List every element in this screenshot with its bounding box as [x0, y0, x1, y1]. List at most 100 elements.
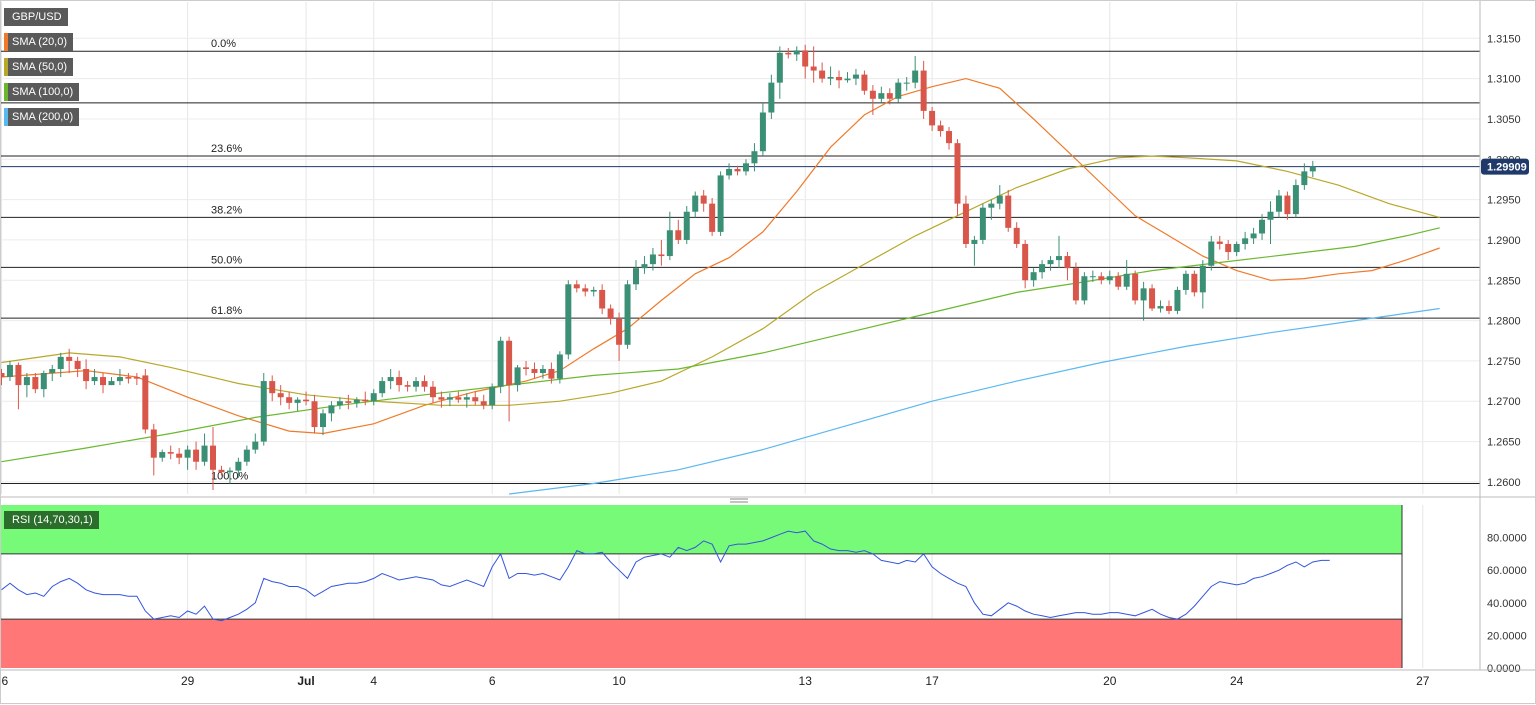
- candle-97: [819, 62, 826, 83]
- legend-sma-50[interactable]: SMA (50,0): [4, 58, 74, 76]
- rsi-y-tick-4: 0.0000: [1487, 663, 1521, 675]
- candle-99: [836, 70, 843, 89]
- candle-body-113: [954, 143, 961, 204]
- candle-body-70: [590, 289, 597, 292]
- candle-body-140: [1182, 273, 1189, 290]
- candle-93: [785, 47, 792, 59]
- candle-22: [184, 445, 191, 470]
- candle-85: [717, 171, 724, 236]
- candle-81: [683, 206, 690, 244]
- candle-1: [6, 360, 13, 382]
- candle-124: [1047, 256, 1054, 271]
- candle-body-13: [108, 381, 115, 386]
- candle-2: [15, 362, 22, 410]
- candle-body-118: [996, 195, 1003, 204]
- candle-body-28: [235, 461, 242, 471]
- candle-body-31: [260, 381, 267, 442]
- candle-16: [133, 373, 140, 386]
- candle-body-148: [1250, 233, 1257, 239]
- candle-body-96: [810, 66, 817, 71]
- candle-body-103: [869, 90, 876, 99]
- candle-body-38: [319, 413, 326, 428]
- legend-sma-200[interactable]: SMA (200,0): [4, 108, 80, 126]
- candle-15: [125, 373, 132, 384]
- candle-50: [421, 375, 428, 392]
- candle-91: [768, 74, 775, 119]
- legend-rsi[interactable]: RSI (14,70,30,1): [4, 511, 99, 529]
- rsi-y-tick-0: 80.0000: [1487, 533, 1527, 545]
- candle-108: [912, 56, 919, 89]
- candle-body-110: [929, 110, 936, 126]
- candle-body-88: [742, 163, 749, 172]
- candle-34: [286, 391, 293, 410]
- candle-body-93: [785, 52, 792, 55]
- legend-instrument[interactable]: GBP/USD: [4, 8, 68, 26]
- candle-body-97: [819, 70, 826, 79]
- y-tick-7: 1.2800: [1487, 316, 1521, 328]
- candle-body-62: [523, 367, 530, 369]
- candle-127: [1072, 262, 1079, 305]
- candle-31: [260, 373, 267, 446]
- candle-body-53: [446, 397, 453, 400]
- candle-body-50: [421, 381, 428, 387]
- candle-body-116: [979, 207, 986, 240]
- candle-body-34: [286, 397, 293, 403]
- candle-138: [1165, 300, 1172, 315]
- candle-body-111: [937, 125, 944, 132]
- candle-90: [759, 102, 766, 156]
- candle-body-9: [74, 360, 81, 369]
- candle-37: [311, 394, 318, 434]
- candle-body-131: [1106, 276, 1113, 281]
- candle-101: [852, 68, 859, 86]
- sma-lines: [1, 77, 1440, 495]
- candle-body-142: [1199, 265, 1206, 293]
- rsi-line: [1, 530, 1330, 622]
- candle-body-115: [971, 239, 978, 244]
- candle-23: [193, 441, 200, 470]
- candle-body-69: [582, 288, 589, 292]
- candle-79: [666, 211, 673, 261]
- candle-body-68: [573, 284, 580, 289]
- rsi-y-tick-3: 20.0000: [1487, 630, 1527, 642]
- candle-84: [709, 197, 716, 236]
- candle-body-8: [66, 356, 73, 361]
- candle-68: [573, 280, 580, 293]
- candle-49: [413, 377, 420, 392]
- candle-154: [1301, 163, 1308, 190]
- candle-body-124: [1047, 260, 1054, 265]
- candle-body-80: [675, 230, 682, 240]
- candle-body-1: [6, 364, 13, 378]
- candle-body-127: [1072, 268, 1079, 301]
- candle-103: [869, 85, 876, 115]
- candle-body-102: [861, 74, 868, 91]
- candle-52: [438, 391, 445, 408]
- sma-line-2: [1, 227, 1440, 463]
- candle-body-16: [133, 377, 140, 379]
- candle-body-151: [1275, 195, 1282, 212]
- fib-label-2: 38.2%: [211, 204, 242, 216]
- candle-51: [429, 381, 436, 403]
- candle-body-82: [692, 195, 699, 212]
- candle-96: [810, 46, 817, 83]
- legend-sma-100[interactable]: SMA (100,0): [4, 83, 80, 101]
- candle-body-24: [201, 445, 208, 462]
- candle-149: [1259, 214, 1266, 240]
- candle-body-155: [1309, 166, 1316, 172]
- candle-body-26: [218, 469, 225, 473]
- candle-body-149: [1259, 219, 1266, 234]
- candle-62: [523, 360, 530, 376]
- candle-74: [624, 280, 631, 349]
- candle-122: [1030, 268, 1037, 287]
- candle-28: [235, 457, 242, 478]
- candle-body-41: [345, 401, 352, 403]
- legend-sma-20[interactable]: SMA (20,0): [4, 33, 74, 51]
- candle-body-73: [616, 318, 623, 345]
- candle-body-104: [878, 93, 885, 99]
- candle-body-77: [649, 254, 656, 265]
- candle-body-15: [125, 377, 132, 379]
- candle-41: [345, 394, 352, 410]
- candle-body-83: [700, 195, 707, 204]
- candle-8: [66, 348, 73, 374]
- candle-body-95: [802, 50, 809, 67]
